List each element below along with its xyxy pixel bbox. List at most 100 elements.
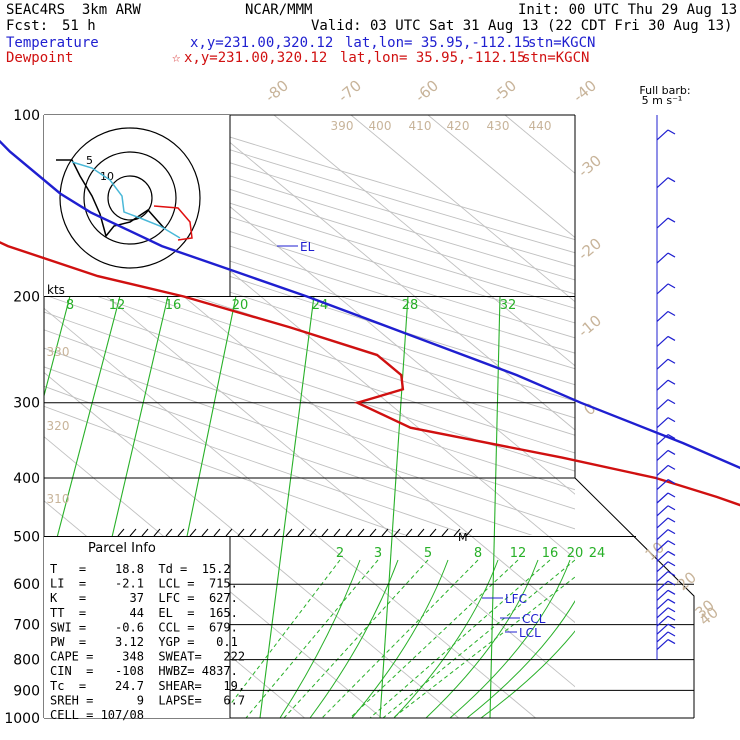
moist-line (392, 576, 575, 718)
pressure-tick-label: 300 (13, 396, 40, 412)
isotherm-line (582, 115, 740, 718)
moist-line (321, 559, 479, 718)
parcel-background (44, 537, 230, 718)
wind-barb (656, 540, 669, 552)
isotherm-label: -20 (575, 234, 605, 264)
dry-adiabat-line (44, 199, 575, 370)
hodograph-units-label: kts (47, 283, 65, 297)
wind-barb (656, 379, 669, 391)
mixing-ratio-label: 28 (402, 298, 419, 313)
wind-barb-feather (667, 529, 676, 535)
wind-barb (656, 129, 669, 141)
hatch-mark (153, 528, 161, 537)
pressure-tick-label: 500 (13, 529, 40, 545)
wind-barb-feather (667, 358, 676, 364)
init-time: Init: 00 UTC Thu 29 Aug 13 (518, 2, 738, 18)
hatch-mark (189, 528, 197, 537)
hatch-mark (297, 528, 305, 537)
isotherm-line (736, 115, 740, 718)
wind-barb-feather (667, 492, 676, 498)
isotherm-label: 10 (642, 538, 668, 564)
mixing-ratio-label: 20 (567, 546, 584, 561)
wind-barb-feather (667, 598, 676, 604)
wind-barb (656, 580, 669, 592)
hatch-mark (129, 528, 137, 537)
dry-adiabat-label: 420 (447, 119, 470, 133)
barb-key-units: 5 m s⁻¹ (642, 94, 683, 107)
isotherm-label: -30 (575, 151, 605, 181)
wind-barb-feather (667, 615, 676, 621)
wind-barb-feather (667, 479, 676, 485)
model-title: SEAC4RS 3km ARW (6, 2, 141, 18)
hatch-mark (441, 528, 449, 537)
hatch-mark (141, 528, 149, 537)
melting-level-marker: M (458, 531, 468, 544)
wind-barb-feather (667, 449, 676, 455)
wind-barb (656, 505, 669, 517)
hodograph-trace-red (153, 205, 193, 241)
hodograph: kts 5 10 (44, 115, 231, 297)
isotherm-label: -60 (412, 76, 442, 106)
isotherm-line (350, 115, 575, 303)
wind-barb (656, 283, 669, 295)
wind-barb (656, 571, 669, 583)
wind-barb (656, 417, 669, 429)
parcel-row: CELL = 107/08 (50, 708, 144, 722)
moist-line (349, 559, 519, 718)
isotherm-line (196, 115, 575, 431)
isotherm-label: -10 (575, 311, 605, 341)
dry-adiabat-line (44, 260, 575, 436)
mixing-ratio-label: 12 (109, 298, 126, 313)
mixing-ratio-label: 5 (424, 546, 432, 561)
parcel-row: LI = -2.1 LCL = 715. (50, 577, 238, 591)
wind-barb-feather (667, 417, 676, 423)
isotherm-line (44, 371, 459, 718)
mixing-ratio-label: 24 (589, 546, 606, 561)
org-label: NCAR/MMM (245, 2, 313, 18)
wind-barb (656, 550, 669, 562)
wind-barb-feather (667, 379, 676, 385)
isotherm-label: 20 (674, 568, 700, 594)
isotherm-line (273, 115, 575, 367)
wind-barb-feather (667, 399, 676, 405)
hodograph-background (44, 115, 230, 296)
moist-line (219, 559, 341, 718)
isotherm-line (44, 307, 536, 718)
isotherm-label: -80 (262, 76, 292, 106)
wind-barb-feather (667, 252, 676, 258)
wind-barb-feather (667, 129, 676, 135)
valid-time: Valid: 03 UTC Sat 31 Aug 13 (22 CDT Fri … (311, 18, 733, 34)
mixing-ratio-label: 8 (474, 546, 482, 561)
hatch-mark (393, 528, 401, 537)
wind-barb-feather (667, 177, 676, 183)
moist-adiabat-line (351, 559, 449, 718)
dry-adiabat-label: 440 (529, 119, 552, 133)
level-annotation: LCL (519, 626, 541, 640)
pressure-tick-label: 700 (13, 618, 40, 634)
temperature-latlon: lat,lon= 35.95,-112.15 (345, 35, 531, 51)
dry-adiabat-label: 410 (409, 119, 432, 133)
mixing-ratio-label: 2 (336, 546, 344, 561)
hatch-mark (213, 528, 221, 537)
isotherm-label: -70 (335, 76, 365, 106)
pressure-tick-label: 1000 (4, 711, 40, 727)
wind-barb (656, 464, 669, 476)
isotherm-line (427, 115, 575, 239)
pressure-tick-label: 200 (13, 290, 40, 306)
level-annotation: CCL (522, 612, 546, 626)
dewpoint-latlon: lat,lon= 35.95,-112.15 (340, 50, 526, 66)
dry-adiabat-line (44, 214, 575, 386)
dewpoint-profile (0, 241, 740, 507)
pressure-tick-label: 800 (13, 653, 40, 669)
parcel-row: TT = 44 EL = 165. (50, 606, 238, 620)
isotherm-label: -40 (570, 76, 600, 106)
temperature-profile (0, 139, 740, 470)
lower-panel-border (574, 477, 695, 718)
hatch-mark (165, 528, 173, 537)
hatch-mark (357, 528, 365, 537)
wind-barb-feather (667, 283, 676, 289)
isotherm-line (659, 115, 740, 718)
hatch-mark (405, 528, 413, 537)
hodograph-ring-label: 10 (100, 170, 114, 183)
